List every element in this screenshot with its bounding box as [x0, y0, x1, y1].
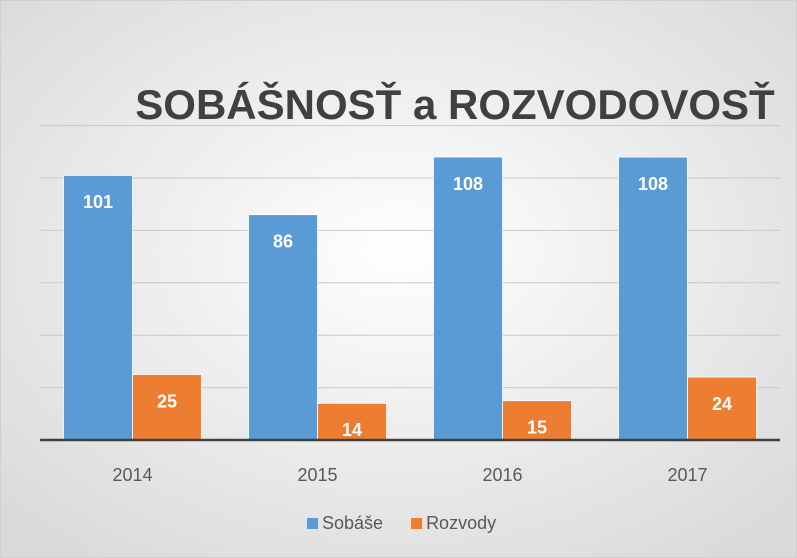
x-tick-label: 2014 — [112, 465, 152, 485]
chart-title: SOBÁŠNOSŤ a ROZVODOVOSŤ — [135, 80, 775, 128]
bar — [618, 156, 688, 441]
legend-label: Sobáše — [322, 513, 383, 533]
legend-swatch — [307, 518, 318, 529]
data-label: 108 — [638, 174, 668, 194]
data-label: 15 — [527, 417, 547, 437]
data-label: 108 — [453, 174, 483, 194]
legend-swatch — [411, 518, 423, 529]
bar — [502, 400, 572, 441]
x-tick-label: 2015 — [297, 465, 337, 485]
bar — [132, 374, 202, 441]
bar — [248, 214, 318, 441]
x-tick-label: 2016 — [482, 465, 522, 485]
data-label: 14 — [342, 420, 362, 440]
legend-label: Rozvody — [426, 513, 496, 533]
bars: 101 25 86 14 108 15 108 24 — [63, 156, 757, 441]
bar — [63, 174, 133, 441]
data-label: 86 — [273, 231, 293, 251]
data-label: 101 — [83, 192, 113, 212]
x-tick-label: 2017 — [667, 465, 707, 485]
data-label: 24 — [712, 394, 732, 414]
bar — [687, 376, 757, 441]
bar — [433, 156, 503, 441]
legend: Sobáše Rozvody — [307, 513, 496, 533]
data-label: 25 — [157, 391, 177, 411]
